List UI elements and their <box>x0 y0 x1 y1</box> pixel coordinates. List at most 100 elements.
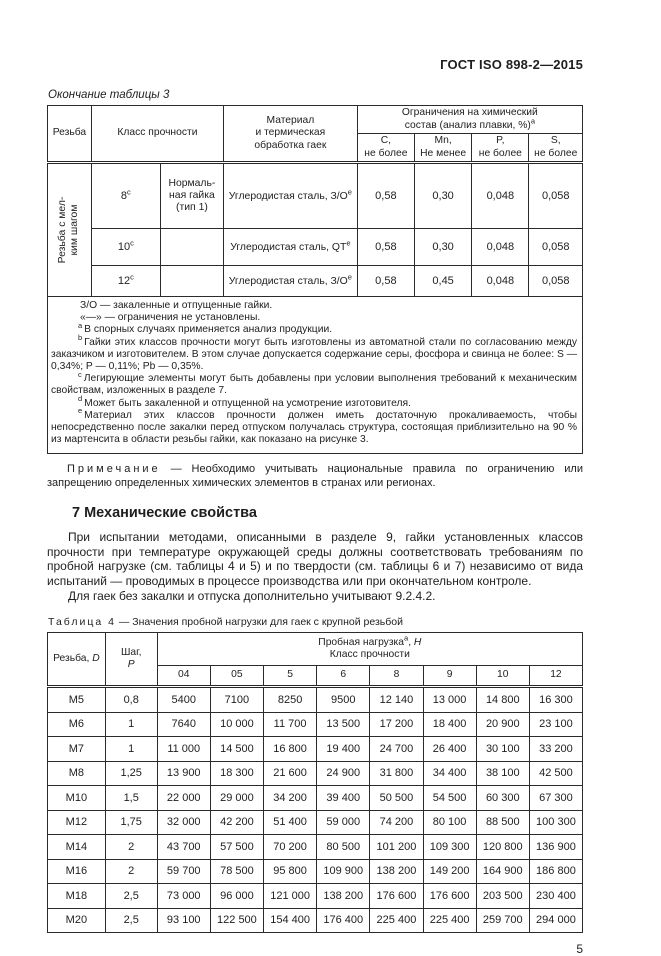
value-cell: 0,058 <box>528 265 583 297</box>
value-cell: 0,048 <box>471 265 530 297</box>
table-row: M5 0,8 5400 7100 8250 9500 12 140 13 000… <box>47 686 584 713</box>
value-cell: 13 900 <box>156 760 211 787</box>
value-cell: 164 900 <box>475 858 530 885</box>
table-row: M14 2 43 700 57 500 70 200 80 500 101 20… <box>47 834 584 860</box>
pitch-cell: 1,75 <box>104 809 158 836</box>
table-row: Резьба с мел- ким шагом 8c Нормаль-ная г… <box>47 162 583 297</box>
value-cell: 176 600 <box>422 883 477 909</box>
class-header: 6 <box>316 665 371 689</box>
document-page: ГОСТ ISO 898-2—2015 Окончание таблицы 3 … <box>47 57 584 956</box>
material-cell: Углеродистая сталь, QTe <box>222 228 358 266</box>
value-cell: 100 300 <box>528 809 584 836</box>
material-cell: Углеродистая сталь, З/Оe <box>222 265 358 297</box>
value-cell: 13 000 <box>422 686 477 713</box>
value-cell: 18 300 <box>209 760 265 787</box>
value-cell: 176 400 <box>316 907 371 934</box>
value-cell: 109 300 <box>422 834 477 860</box>
value-cell: 136 900 <box>528 834 584 860</box>
value-cell: 294 000 <box>528 907 584 934</box>
value-cell: 0,58 <box>356 162 415 229</box>
value-cell: 96 000 <box>209 883 265 909</box>
class-cell: 12c <box>90 265 161 297</box>
col-header-thread: Резьба <box>47 105 92 164</box>
table-row: M18 2,5 73 000 96 000 121 000 138 200 17… <box>47 883 584 909</box>
value-cell: 149 200 <box>422 858 477 885</box>
value-cell: 70 200 <box>262 834 318 860</box>
value-cell: 14 500 <box>209 736 265 762</box>
value-cell: 0,30 <box>413 228 473 266</box>
value-cell: 225 400 <box>369 907 424 934</box>
col-header-property-class: Класс прочности <box>90 105 224 164</box>
value-cell: 11 000 <box>156 736 211 762</box>
pitch-cell: 2,5 <box>104 883 158 909</box>
page-number: 5 <box>576 942 583 956</box>
document-standard-number: ГОСТ ISO 898-2—2015 <box>440 57 583 72</box>
value-cell: 93 100 <box>156 907 211 934</box>
nut-type-cell <box>159 265 224 297</box>
value-cell: 14 800 <box>475 686 530 713</box>
col-header-thread-d: Резьба, D <box>47 632 106 689</box>
class-header: 5 <box>262 665 318 689</box>
chem-group-label: Ограничения на химический состав (анализ… <box>401 107 538 131</box>
footnote: c Легирующие элементы могут быть добавлен… <box>51 369 577 397</box>
thread-cell: M7 <box>47 736 106 762</box>
value-cell: 9500 <box>316 686 371 713</box>
value-cell: 16 800 <box>262 736 318 762</box>
col-header-carbon: C, не более <box>356 133 415 164</box>
table-row: 10c Углеродистая сталь, QTe 0,58 0,30 0,… <box>48 228 583 266</box>
table-row: M6 1 7640 10 000 11 700 13 500 17 200 18… <box>47 711 584 738</box>
value-cell: 259 700 <box>475 907 530 934</box>
thread-type-vertical-cell: Резьба с мел- ким шагом <box>47 162 92 297</box>
nut-type-cell: Нормаль-ная гайка (тип 1) <box>159 162 224 229</box>
value-cell: 29 000 <box>209 785 265 811</box>
value-cell: 95 800 <box>262 858 318 885</box>
table-row: M20 2,5 93 100 122 500 154 400 176 400 2… <box>47 907 584 934</box>
table4-caption-label: Таблица 4 <box>48 616 116 629</box>
value-cell: 33 200 <box>528 736 584 762</box>
value-cell: 0,58 <box>356 228 415 266</box>
table3-footnotes: З/О — закаленные и отпущенные гайки. «—»… <box>47 295 583 455</box>
pitch-cell: 2 <box>104 858 158 885</box>
value-cell: 230 400 <box>528 883 584 909</box>
thread-cell: M8 <box>47 760 106 787</box>
class-cell: 10c <box>90 228 161 266</box>
value-cell: 109 900 <box>316 858 371 885</box>
value-cell: 54 500 <box>422 785 477 811</box>
value-cell: 20 900 <box>475 711 530 738</box>
value-cell: 67 300 <box>528 785 584 811</box>
footnote: З/О — закаленные и отпущенные гайки. <box>80 300 273 311</box>
value-cell: 57 500 <box>209 834 265 860</box>
value-cell: 59 700 <box>156 858 211 885</box>
value-cell: 225 400 <box>422 907 477 934</box>
pitch-cell: 0,8 <box>104 686 158 713</box>
value-cell: 59 000 <box>316 809 371 836</box>
value-cell: 0,30 <box>413 162 473 229</box>
value-cell: 0,048 <box>471 228 530 266</box>
table4-proof-load: Резьба, D Шаг, P Пробная нагрузкаa, Н Кла… <box>47 632 584 934</box>
value-cell: 80 100 <box>422 809 477 836</box>
value-cell: 120 800 <box>475 834 530 860</box>
value-cell: 17 200 <box>369 711 424 738</box>
thread-cell: M16 <box>47 858 106 885</box>
value-cell: 22 000 <box>156 785 211 811</box>
table-row: M12 1,75 32 000 42 200 51 400 59 000 74 … <box>47 809 584 836</box>
col-header-manganese: Mn, Не менее <box>413 133 473 164</box>
value-cell: 203 500 <box>475 883 530 909</box>
value-cell: 21 600 <box>262 760 318 787</box>
thread-cell: M10 <box>47 785 106 811</box>
col-header-phosphorus: P, не более <box>471 133 530 164</box>
value-cell: 39 400 <box>316 785 371 811</box>
note-paragraph: Примечание — Необходимо учитывать национ… <box>47 463 583 490</box>
thread-cell: M6 <box>47 711 106 738</box>
thread-cell: M14 <box>47 834 106 860</box>
value-cell: 5400 <box>156 686 211 713</box>
value-cell: 51 400 <box>262 809 318 836</box>
value-cell: 0,058 <box>528 228 583 266</box>
value-cell: 88 500 <box>475 809 530 836</box>
value-cell: 16 300 <box>528 686 584 713</box>
thread-cell: M20 <box>47 907 106 934</box>
value-cell: 12 140 <box>369 686 424 713</box>
table3-chemical-limits: Резьба Класс прочности Материал и термич… <box>47 105 584 455</box>
thread-cell: M5 <box>47 686 106 713</box>
table4-caption-text: — Значения пробной нагрузки для гаек с к… <box>118 616 403 629</box>
